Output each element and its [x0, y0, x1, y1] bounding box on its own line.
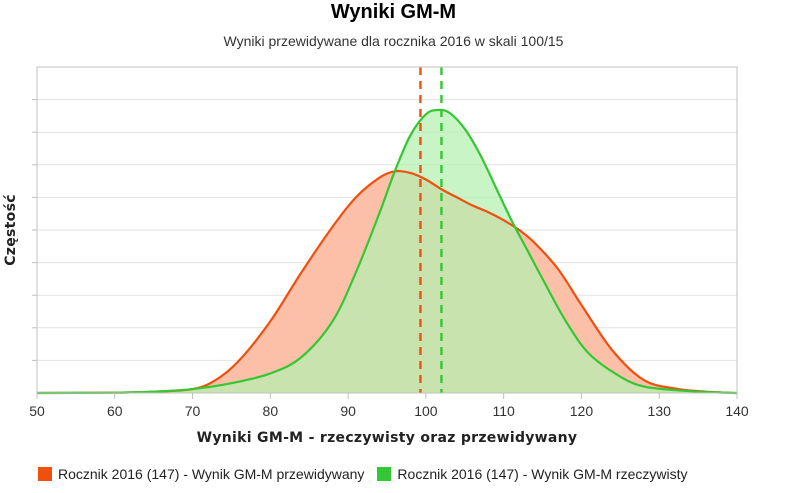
x-tick-label: 50	[29, 403, 45, 419]
x-axis-title: Wyniki GM-M - rzeczywisty oraz przewidyw…	[197, 430, 578, 446]
legend: Rocznik 2016 (147) - Wynik GM-M przewidy…	[38, 464, 700, 484]
x-tick-label: 100	[414, 403, 438, 419]
x-tick-label: 110	[493, 403, 516, 419]
x-tick-label: 80	[263, 403, 279, 419]
x-tick-label: 120	[570, 403, 594, 419]
y-axis-title: Częstość	[3, 194, 19, 266]
x-tick-label: 140	[725, 403, 749, 419]
chart-subtitle: Wyniki przewidywane dla rocznika 2016 w …	[223, 33, 564, 49]
legend-label-predicted: Rocznik 2016 (147) - Wynik GM-M przewidy…	[58, 466, 365, 482]
legend-swatch-actual	[377, 467, 392, 481]
mean-lines	[419, 67, 443, 393]
x-tick-label: 90	[340, 403, 356, 419]
chart-title: Wyniki GM-M	[330, 1, 457, 23]
series-areas	[37, 109, 737, 394]
x-tick-label: 70	[185, 403, 201, 419]
legend-item-predicted[interactable]: Rocznik 2016 (147) - Wynik GM-M przewidy…	[38, 466, 364, 482]
plot-border	[36, 66, 738, 394]
legend-swatch-predicted	[38, 467, 52, 481]
series-area-actual	[37, 109, 737, 394]
legend-label-actual: Rocznik 2016 (147) - Wynik GM-M rzeczywi…	[397, 466, 688, 482]
x-tick-label: 130	[648, 403, 672, 419]
series-line-predicted	[36, 169, 738, 395]
legend-item-actual[interactable]: Rocznik 2016 (147) - Wynik GM-M rzeczywi…	[377, 466, 687, 482]
x-tick-label: 60	[107, 403, 123, 419]
x-axis-ticks: 50 60 70 80 90 100 110 120 130 140	[29, 393, 749, 419]
